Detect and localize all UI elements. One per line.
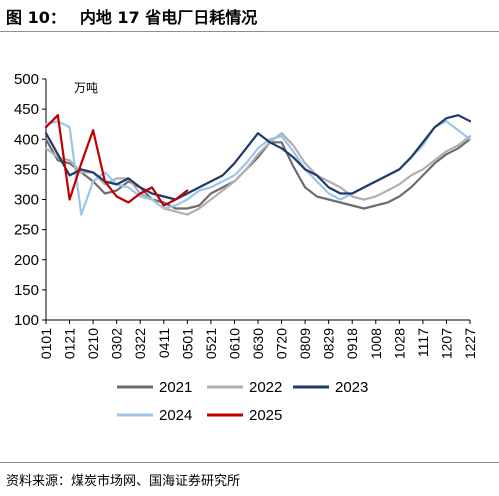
x-tick-label: 0121 <box>62 328 78 359</box>
figure-title: 内地 17 省电厂日耗情况 <box>79 8 258 27</box>
header-rule <box>0 31 499 32</box>
x-tick-label: 0521 <box>203 328 219 359</box>
legend-label-2025: 2025 <box>249 407 282 424</box>
y-tick-label: 250 <box>14 222 39 239</box>
x-tick-label: 1008 <box>368 328 384 359</box>
x-tick-label: 0610 <box>226 328 242 359</box>
x-tick-label: 1117 <box>415 328 431 357</box>
legend-label-2021: 2021 <box>159 379 192 396</box>
y-tick-label: 150 <box>14 282 39 299</box>
series-line-2021 <box>44 138 472 210</box>
series-line-2023 <box>44 114 472 201</box>
x-tick-label: 0918 <box>344 328 360 359</box>
x-tick-label: 0210 <box>85 328 101 359</box>
x-tick-label: 0630 <box>250 328 266 359</box>
figure-number: 图 10： <box>6 8 66 27</box>
source-note: 资料来源：煤炭市场网、国海证券研究所 <box>6 474 241 489</box>
legend-label-2022: 2022 <box>249 379 282 396</box>
series-line-2022 <box>44 132 472 216</box>
x-tick-label: 1207 <box>438 328 454 359</box>
unit-label: 万吨 <box>74 81 98 95</box>
y-tick-label: 100 <box>14 312 39 329</box>
line-chart: 100 150 200 250 300 350 400 450 500 万吨 0101 0121 021… <box>14 71 478 424</box>
y-tick-label: 500 <box>14 71 39 88</box>
footer-rule <box>0 462 499 463</box>
x-tick-label: 1028 <box>391 328 407 359</box>
x-tick-label: 0501 <box>179 328 195 359</box>
y-tick-label: 350 <box>14 161 39 178</box>
y-tick-label: 300 <box>14 192 39 209</box>
legend-label-2024: 2024 <box>159 407 192 424</box>
x-tick-label: 0322 <box>132 328 148 359</box>
y-tick-label: 400 <box>14 131 39 148</box>
x-tick-label: 0302 <box>109 328 125 359</box>
x-tick-label: 0829 <box>321 328 337 359</box>
y-tick-label: 200 <box>14 252 39 269</box>
series-line-2024 <box>44 120 472 216</box>
series-line-2025 <box>44 114 189 207</box>
legend-label-2023: 2023 <box>335 379 368 396</box>
x-tick-label: 0720 <box>274 328 290 359</box>
figure-header: 图 10： 内地 17 省电厂日耗情况 <box>6 4 258 27</box>
x-tick-label: 0101 <box>38 328 54 359</box>
y-tick-label: 450 <box>14 101 39 118</box>
x-tick-label: 0809 <box>297 328 313 359</box>
x-tick-label: 0411 <box>156 328 172 358</box>
x-tick-label: 1227 <box>462 328 478 359</box>
